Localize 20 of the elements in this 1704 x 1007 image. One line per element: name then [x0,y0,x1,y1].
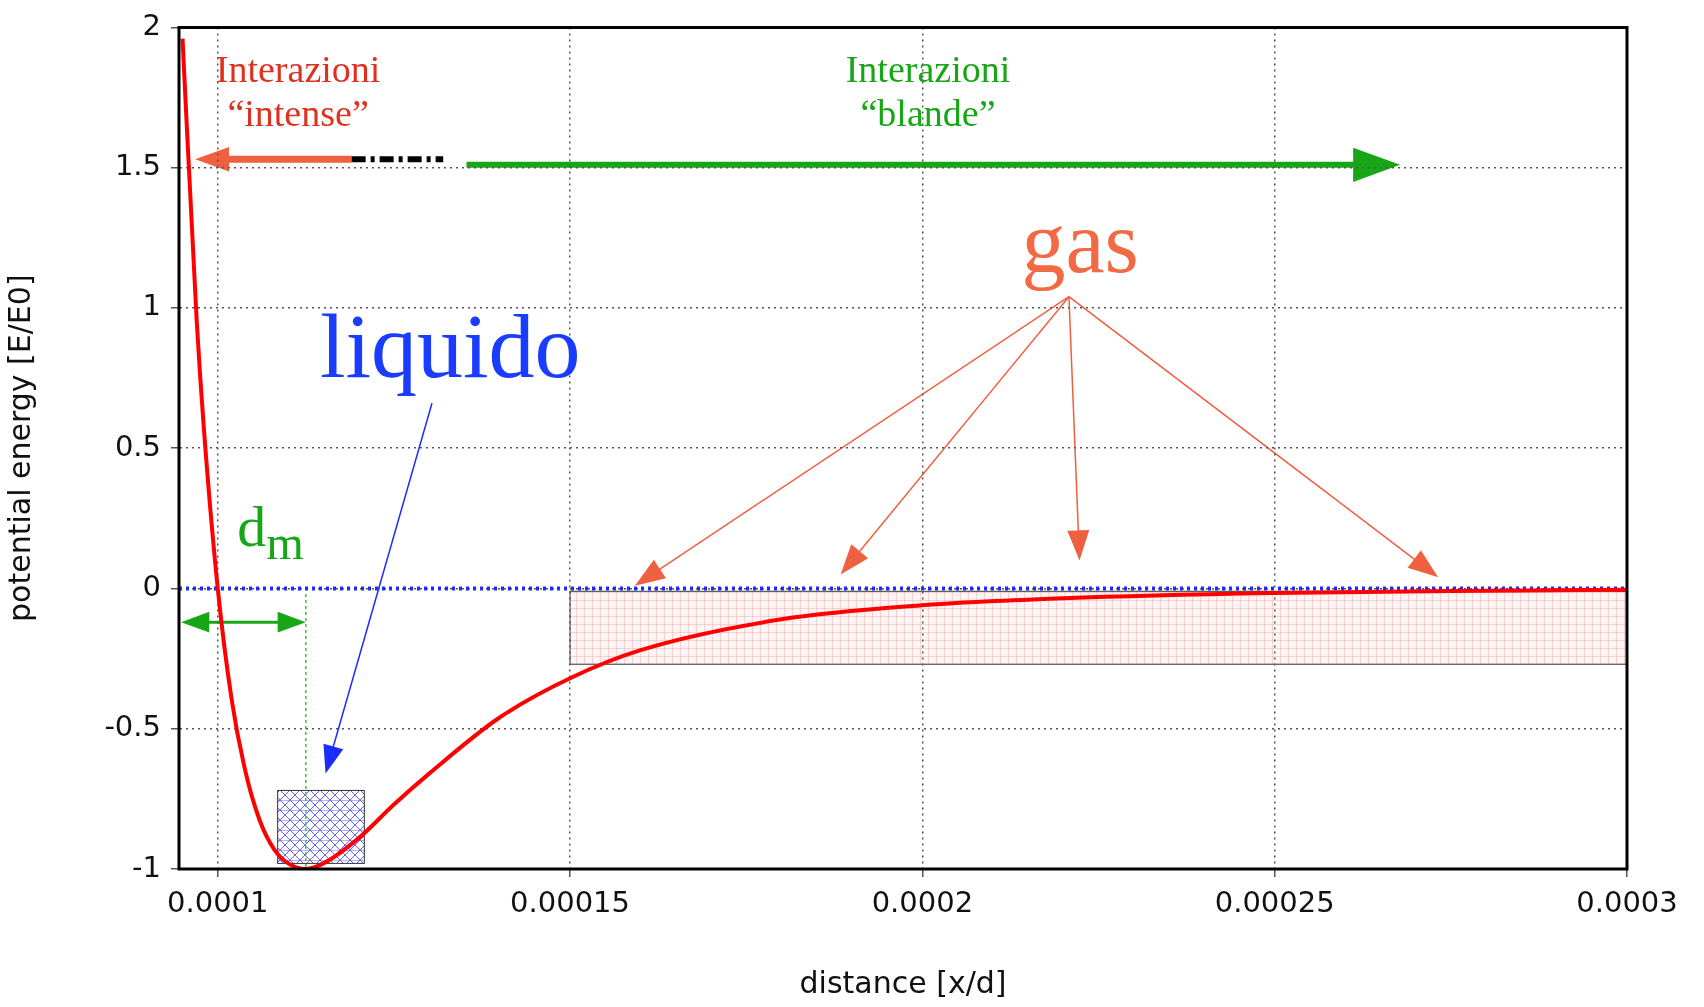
y-axis-title: potential energy [E/E0] [1,274,37,622]
x-tick-label: 0.00025 [1214,884,1335,919]
annotation: Interazioni “blande” [844,48,1012,136]
y-tick-label: 0 [142,569,161,603]
x-tick-label: 0.0003 [1576,884,1678,919]
annotation: d$_{m}$ [236,494,305,571]
y-tick-label: 1 [142,288,161,323]
annotation: liquido [318,294,582,400]
y-tick-label: -1 [132,849,161,884]
x-tick-label: 0.0002 [871,884,974,919]
line-series [180,36,1627,869]
x-tick-label: 0.00015 [510,884,631,919]
annotation: Interazioni “intense” [214,48,382,136]
y-tick-label: 1.5 [114,148,161,183]
y-tick-label: 0.5 [114,428,161,463]
x-tick-label: 0.0001 [167,884,269,919]
annotation: gas [1020,193,1140,294]
y-tick-label: 2 [142,7,161,42]
y-tick-label: -0.5 [104,709,161,744]
x-axis-title: distance [x/d] [799,964,1007,1000]
